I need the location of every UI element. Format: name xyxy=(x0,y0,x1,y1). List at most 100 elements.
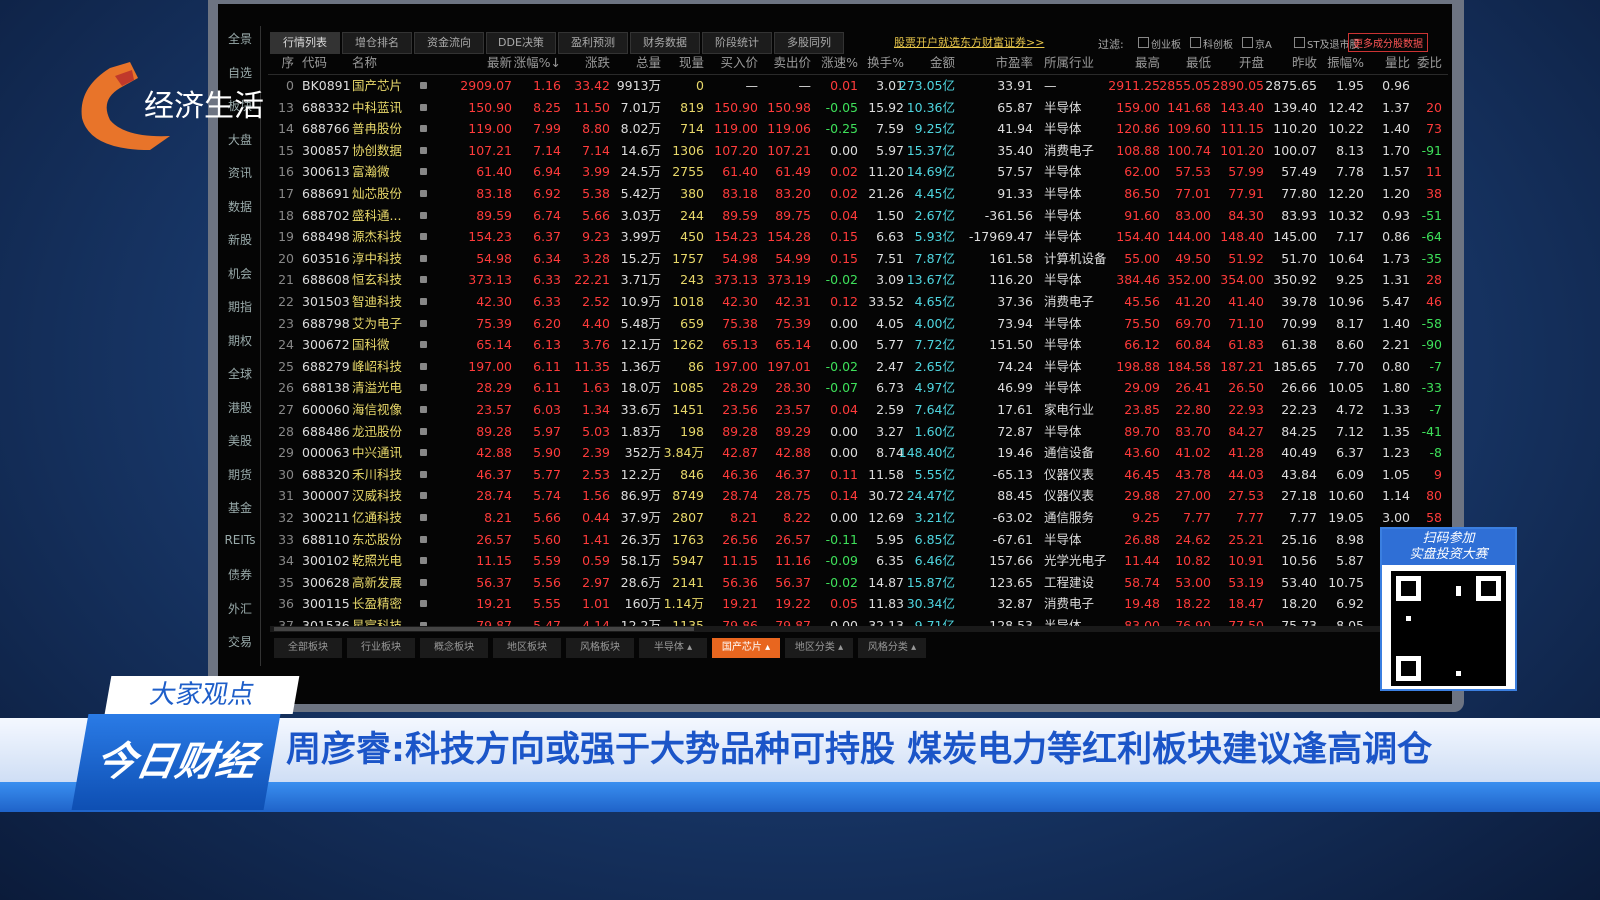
qr-module xyxy=(1441,676,1446,681)
qr-module xyxy=(1431,621,1436,626)
qr-module xyxy=(1466,596,1471,601)
table-cell: 688138 xyxy=(302,380,350,396)
bottom-tab[interactable]: 国产芯片 ▴ xyxy=(712,638,780,658)
bottom-tab[interactable]: 风格分类 ▴ xyxy=(858,638,926,658)
table-cell: 41.02 xyxy=(1175,445,1211,461)
qr-module xyxy=(1466,666,1471,671)
bottom-tab[interactable]: 地区板块 xyxy=(493,638,561,658)
qr-module xyxy=(1421,671,1426,676)
qr-module xyxy=(1436,681,1441,686)
table-cell: 30.72 xyxy=(868,488,904,504)
table-cell: 243 xyxy=(680,272,704,288)
qr-module xyxy=(1431,641,1436,646)
qr-module xyxy=(1486,581,1491,586)
qr-module xyxy=(1391,616,1396,621)
table-cell: 53.00 xyxy=(1175,574,1211,590)
table-cell: 56.37 xyxy=(476,574,512,590)
qr-module xyxy=(1441,571,1446,576)
qr-module xyxy=(1446,676,1451,681)
table-cell: 154.40 xyxy=(1116,229,1160,245)
table-cell: 7.78 xyxy=(1336,164,1364,180)
table-cell: 8.17 xyxy=(1336,315,1364,331)
qr-module xyxy=(1496,616,1501,621)
qr-module xyxy=(1456,616,1461,621)
qr-module xyxy=(1481,676,1486,681)
table-cell: 688486 xyxy=(302,423,350,439)
qr-code xyxy=(1391,571,1506,686)
filter-checkbox[interactable] xyxy=(1242,37,1253,48)
table-cell: 34 xyxy=(278,553,294,569)
table-cell: 33 xyxy=(278,531,294,547)
qr-module xyxy=(1401,661,1406,666)
qr-module xyxy=(1501,626,1506,631)
bottom-tab[interactable]: 风格板块 xyxy=(566,638,634,658)
table-cell: 373.19 xyxy=(767,272,811,288)
sidebar-item: 新股 xyxy=(227,233,252,247)
table-cell: 7.01万 xyxy=(620,99,661,115)
table-cell: 13.67亿 xyxy=(906,272,955,288)
qr-module xyxy=(1416,621,1421,626)
table-cell: 家电行业 xyxy=(1044,402,1095,417)
qr-module xyxy=(1426,631,1431,636)
table-cell: 89.59 xyxy=(722,207,758,223)
sidebar-item: 机会 xyxy=(227,266,252,281)
table-cell: 26.3万 xyxy=(620,531,661,547)
bottom-tab[interactable]: 半导体 ▴ xyxy=(639,638,707,658)
table-cell: 半导体 xyxy=(1044,121,1082,137)
filter-checkbox[interactable] xyxy=(1294,37,1305,48)
table-cell: 19.48 xyxy=(1124,596,1160,612)
column-header: 最新 xyxy=(486,55,512,70)
table-cell: 0.44 xyxy=(582,510,610,525)
table-cell: 3.84万 xyxy=(663,445,704,461)
table-cell: 10.82 xyxy=(1175,553,1211,569)
table-cell: 300628 xyxy=(302,574,350,590)
bottom-tab[interactable]: 全部板块 xyxy=(274,638,342,658)
bottom-tab[interactable]: 地区分类 ▴ xyxy=(785,638,853,658)
table-cell: 46.36 xyxy=(722,466,758,482)
table-cell: 384.46 xyxy=(1116,272,1160,288)
table-cell: 110.20 xyxy=(1273,121,1317,137)
qr-module xyxy=(1451,641,1456,646)
table-cell: 23.85 xyxy=(1124,402,1160,417)
table-cell: 2.21 xyxy=(1382,337,1410,353)
table-cell: 41.94 xyxy=(997,121,1033,137)
qr-module xyxy=(1401,646,1406,651)
table-cell: 7.77 xyxy=(1236,510,1264,525)
qr-module xyxy=(1391,611,1396,616)
qr-module xyxy=(1436,581,1441,586)
table-cell: 中兴通讯 xyxy=(352,445,403,461)
qr-module xyxy=(1446,641,1451,646)
qr-module xyxy=(1421,596,1426,601)
qr-module xyxy=(1436,626,1441,631)
row-marker xyxy=(420,578,427,586)
qr-module xyxy=(1451,621,1456,626)
qr-module xyxy=(1391,671,1396,676)
table-cell: 15 xyxy=(278,142,294,158)
qr-module xyxy=(1476,651,1481,656)
table-cell: 8.02万 xyxy=(620,121,661,137)
filter-checkbox[interactable] xyxy=(1190,37,1201,48)
table-cell: 0.15 xyxy=(830,250,858,266)
table-cell: 157.66 xyxy=(989,553,1033,569)
qr-module xyxy=(1431,571,1436,576)
more-button[interactable]: 更多成分股数据 xyxy=(1348,33,1428,52)
table-cell: 49.50 xyxy=(1175,250,1211,266)
table-cell: 7.17 xyxy=(1336,229,1364,245)
qr-module xyxy=(1406,651,1411,656)
table-cell: 198 xyxy=(680,423,704,439)
table-cell: 100.74 xyxy=(1167,142,1211,158)
qr-module xyxy=(1431,676,1436,681)
qr-module xyxy=(1461,681,1466,686)
table-cell: -58 xyxy=(1421,315,1442,331)
qr-module xyxy=(1491,631,1496,636)
qr-module xyxy=(1496,676,1501,681)
bottom-tab[interactable]: 概念板块 xyxy=(420,638,488,658)
qr-module xyxy=(1406,636,1411,641)
table-cell: -0.02 xyxy=(825,272,858,288)
table-cell: 24.5万 xyxy=(620,164,661,180)
qr-module xyxy=(1451,676,1456,681)
qr-module xyxy=(1466,671,1471,676)
row-marker xyxy=(420,341,427,349)
bottom-tab[interactable]: 行业板块 xyxy=(347,638,415,658)
filter-checkbox[interactable] xyxy=(1138,37,1149,48)
